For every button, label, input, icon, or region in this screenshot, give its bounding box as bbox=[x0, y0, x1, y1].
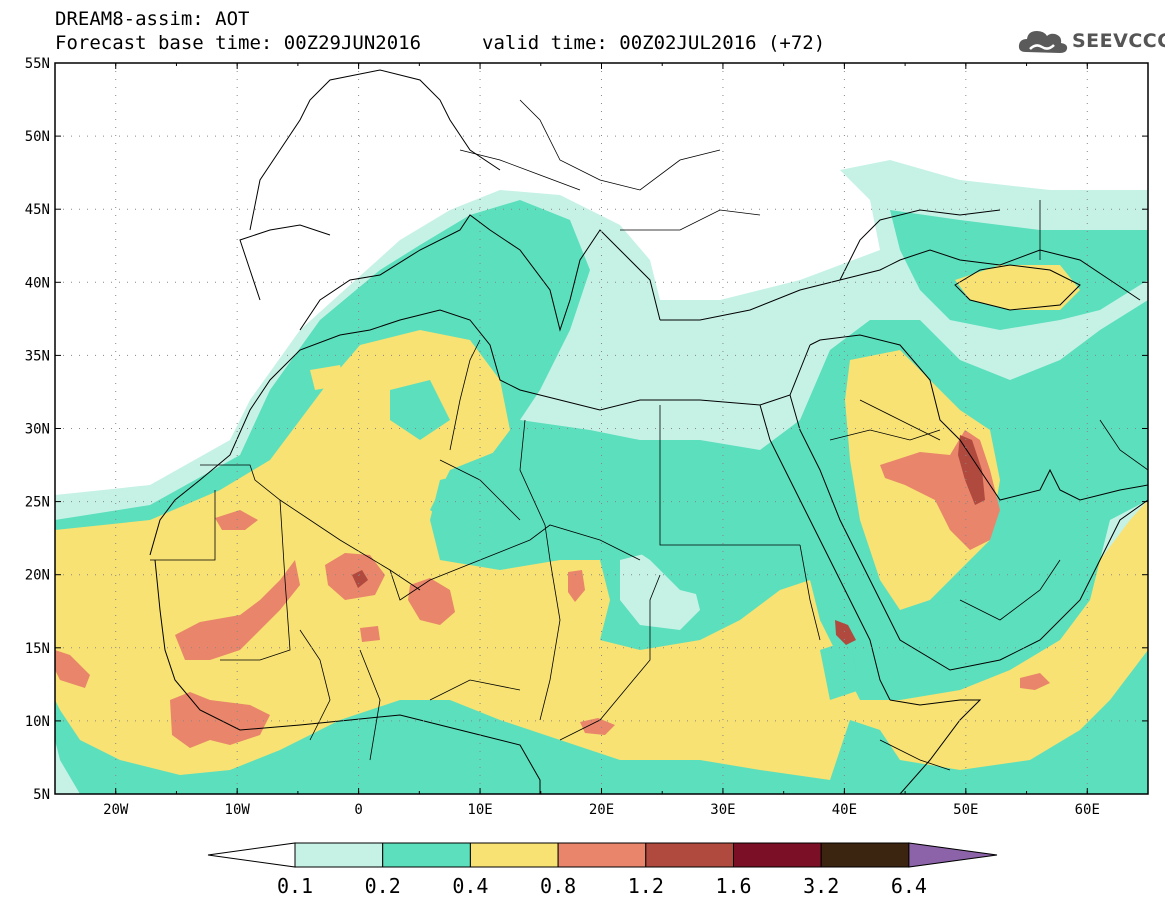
colorbar-segment bbox=[733, 842, 822, 868]
lat-label: 20N bbox=[25, 568, 50, 584]
colorbar-segment bbox=[469, 842, 559, 868]
lon-label: 20W bbox=[103, 802, 129, 818]
lat-label: 30N bbox=[25, 422, 50, 438]
colorbar-segment bbox=[820, 842, 910, 868]
lat-label: 55N bbox=[25, 56, 50, 72]
colorbar-segment bbox=[294, 842, 384, 868]
valid-time: valid time: 00Z02JUL2016 (+72) bbox=[482, 32, 826, 54]
seevccc-logo bbox=[1016, 22, 1156, 62]
lon-label: 40E bbox=[832, 802, 857, 818]
lon-label: 60E bbox=[1075, 802, 1100, 818]
chart-title: DREAM8-assim: AOT bbox=[55, 8, 250, 30]
aot-field bbox=[55, 63, 1148, 794]
lat-label: 45N bbox=[25, 202, 50, 218]
coastlines bbox=[149, 69, 1148, 794]
longitude-labels: 20W 10W 0 10E 20E 30E 40E 50E 60E bbox=[103, 802, 1100, 818]
colorbar-label: 6.4 bbox=[891, 874, 927, 898]
colorbar-segment bbox=[557, 842, 647, 868]
logo-text: SEEVCCC bbox=[1072, 30, 1165, 52]
lon-label: 20E bbox=[589, 802, 614, 818]
cloud-logo-icon bbox=[1018, 31, 1068, 53]
forecast-base-time: Forecast base time: 00Z29JUN2016 bbox=[55, 32, 422, 54]
colorbar-under-triangle bbox=[207, 842, 296, 868]
lon-label: 30E bbox=[710, 802, 735, 818]
lat-label: 5N bbox=[33, 787, 50, 803]
lat-label: 40N bbox=[25, 275, 50, 291]
lon-label: 50E bbox=[953, 802, 978, 818]
lon-label: 0 bbox=[354, 802, 362, 818]
colorbar-label: 0.1 bbox=[277, 874, 313, 898]
lat-label: 50N bbox=[25, 129, 50, 145]
colorbar-label: 3.2 bbox=[803, 874, 839, 898]
lat-label: 25N bbox=[25, 495, 50, 511]
colorbar-label: 1.2 bbox=[628, 874, 664, 898]
colorbar bbox=[207, 842, 998, 868]
colorbar-segment bbox=[382, 842, 471, 868]
lat-label: 35N bbox=[25, 348, 50, 364]
colorbar-label: 0.2 bbox=[365, 874, 401, 898]
lat-label: 15N bbox=[25, 641, 50, 657]
lat-label: 10N bbox=[25, 714, 50, 730]
colorbar-over-triangle bbox=[908, 842, 998, 868]
colorbar-segment bbox=[645, 842, 734, 868]
borders bbox=[150, 99, 1148, 771]
lon-label: 10W bbox=[225, 802, 251, 818]
colorbar-labels: 0.1 0.2 0.4 0.8 1.2 1.6 3.2 6.4 bbox=[277, 874, 927, 898]
latitude-labels: 55N 50N 45N 40N 35N 30N 25N 20N 15N 10N 5N bbox=[25, 56, 50, 803]
colorbar-label: 0.4 bbox=[452, 874, 488, 898]
lon-label: 10E bbox=[467, 802, 492, 818]
colorbar-label: 0.8 bbox=[540, 874, 576, 898]
colorbar-label: 1.6 bbox=[715, 874, 751, 898]
